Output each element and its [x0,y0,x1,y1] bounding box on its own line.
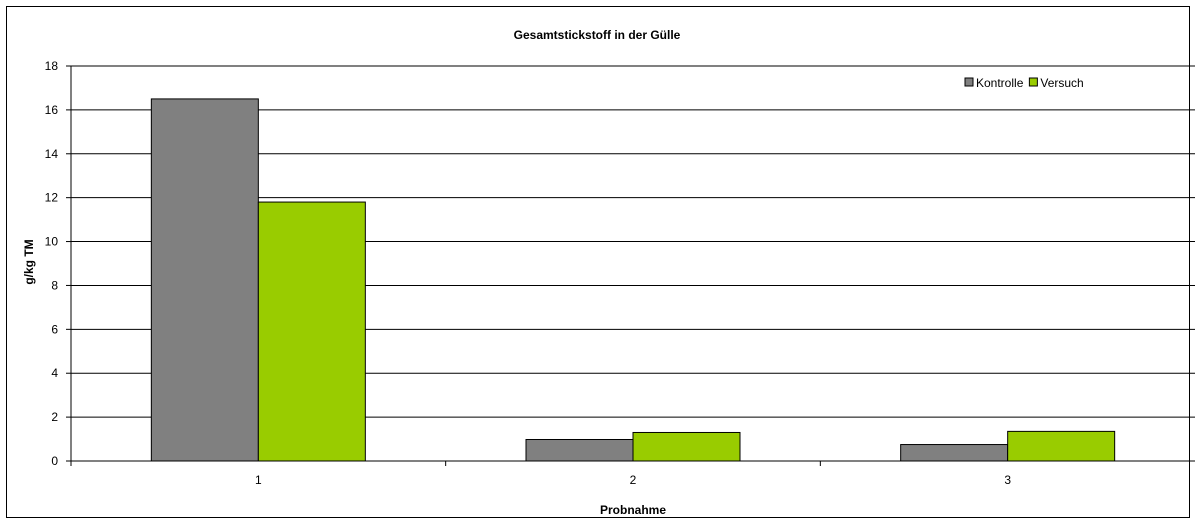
bar-versuch-2 [632,431,741,462]
y-axis-label: g/kg TM [22,239,36,284]
y-tick-label: 6 [51,322,58,336]
bar-versuch-3 [1007,430,1116,462]
legend-label-versuch: Versuch [1040,76,1083,90]
legend: Kontrolle Versuch [964,76,1084,90]
legend-label-kontrolle: Kontrolle [976,76,1024,90]
bar-versuch-1 [257,201,366,462]
axes [66,65,1195,466]
x-tick-label: 2 [630,473,637,487]
y-tick-labels: 0 2 4 6 8 10 12 14 16 18 [45,59,59,468]
y-tick-label: 14 [45,147,59,161]
y-tick-label: 10 [45,235,59,249]
x-tick-label: 3 [1004,473,1011,487]
bar-kontrolle-3 [900,444,1009,462]
legend-swatch-versuch [1028,77,1038,87]
y-tick-label: 18 [45,59,59,73]
y-tick-label: 16 [45,103,59,117]
legend-swatch-kontrolle [964,77,974,87]
y-tick-label: 12 [45,191,59,205]
y-tick-label: 4 [51,366,58,380]
x-tick-label: 1 [255,473,262,487]
y-tick-label: 8 [51,278,58,292]
bar-kontrolle-2 [525,438,634,462]
chart-title: Gesamtstickstoff in der Gülle [514,28,681,42]
x-axis-label: Probnahme [600,503,666,517]
y-tick-label: 2 [51,410,58,424]
bars [150,98,1116,462]
bar-kontrolle-1 [150,98,259,462]
x-tick-labels: 1 2 3 [255,473,1011,487]
y-tick-label: 0 [51,454,58,468]
